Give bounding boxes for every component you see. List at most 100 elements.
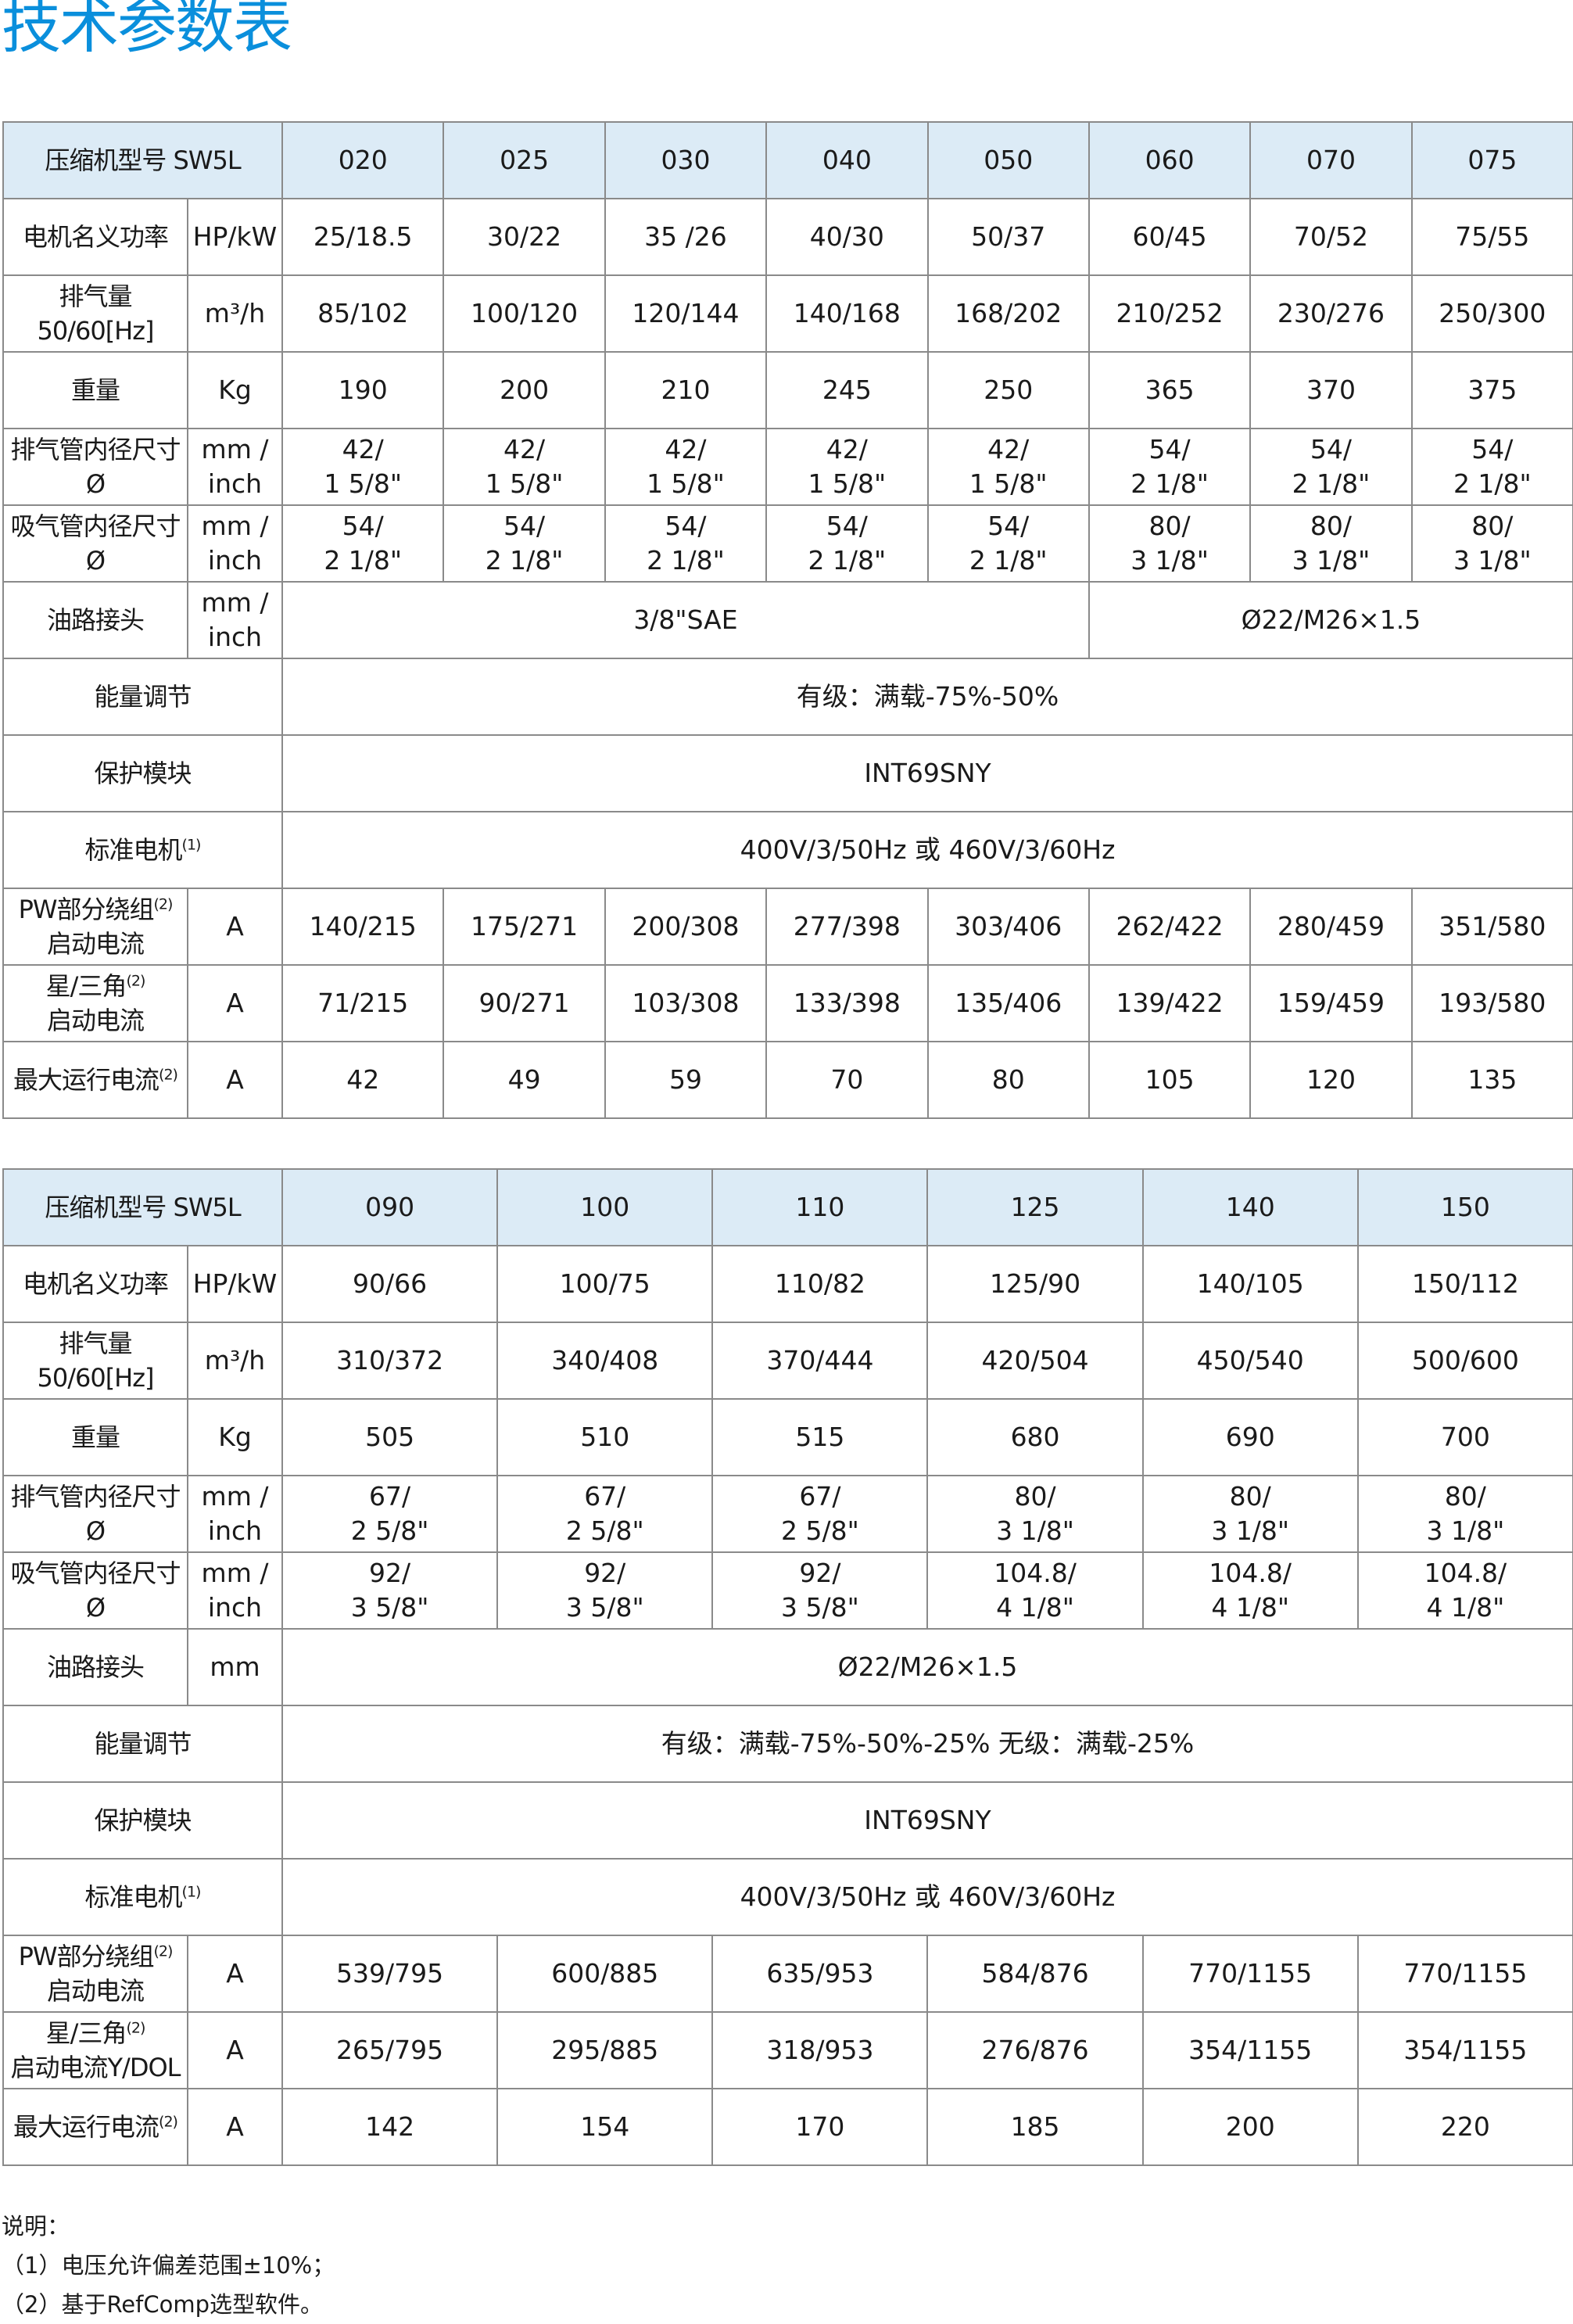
row-label-text: 能量调节 (94, 1729, 192, 1759)
value-cell: 105 (1087, 1041, 1252, 1119)
row-label: 重量 (2, 1398, 188, 1476)
value-cell: INT69SNY (281, 1781, 1573, 1860)
value-cell: 210 (604, 351, 768, 429)
row-label: 排气管内径尺寸Ø (2, 428, 188, 506)
value-cell: 80/ 3 1/8" (1249, 504, 1413, 583)
value-cell: 42/ 1 5/8" (604, 428, 768, 506)
unit-cell: mm (186, 1628, 284, 1706)
value-cell: 200 (443, 351, 606, 429)
row-label-text: 标准电机 (84, 835, 183, 865)
value-cell: 59 (604, 1041, 768, 1119)
row-label: 保护模块 (2, 1781, 284, 1860)
value-cell: 276/876 (926, 2011, 1144, 2089)
value-cell: 154 (496, 2088, 714, 2166)
row-label: 最大运行电流(2) (2, 2088, 188, 2166)
value-cell: 500/600 (1356, 1322, 1573, 1400)
table-row: 星/三角(2) 启动电流Y/DOL A 265/795 295/885 318/953 27… (2, 2011, 1573, 2089)
value-cell: Ø22/M26×1.5 (1087, 581, 1573, 659)
unit-cell: mm / inch (186, 1551, 284, 1630)
row-label: 电机名义功率 (2, 198, 188, 276)
value-cell: 420/504 (926, 1322, 1144, 1400)
model-header-150: 150 (1356, 1168, 1573, 1246)
value-cell: 139/422 (1087, 964, 1252, 1042)
value-cell: 370 (1249, 351, 1413, 429)
unit-cell: m³/h (186, 274, 284, 353)
table-row: 排气量 50/60[Hz] m³/h 310/372 340/408 370/444 42… (2, 1322, 1573, 1400)
unit-cell: m³/h (186, 1322, 284, 1400)
unit-cell: mm / inch (186, 581, 284, 659)
footnote-marker: (2) (126, 972, 145, 990)
table-row: 重量 Kg 190 200 210 245 250 365 370 375 (2, 351, 1573, 429)
table-row: 能量调节 有级：满载-75%-50%-25% 无级：满载-25% (2, 1705, 1573, 1783)
value-cell: 159/459 (1249, 964, 1413, 1042)
value-cell: 80/ 3 1/8" (926, 1475, 1144, 1553)
row-label: 保护模块 (2, 734, 284, 812)
table-row: 吸气管内径尺寸Ø mm / inch 92/ 3 5/8" 92/ 3 5/8" 92/… (2, 1551, 1573, 1630)
table-row: PW部分绕组(2) 启动电流 A 140/215 175/271 200/308 277/3… (2, 888, 1573, 966)
value-cell: 有级：满载-75%-50%-25% 无级：满载-25% (281, 1705, 1573, 1783)
value-cell: 67/ 2 5/8" (281, 1475, 499, 1553)
value-cell: 42/ 1 5/8" (281, 428, 445, 506)
value-cell: 120/144 (604, 274, 768, 353)
value-cell: 510 (496, 1398, 714, 1476)
note-item: （2）基于RefComp选型软件。 (2, 2291, 323, 2318)
footnote-marker: (2) (159, 1066, 178, 1084)
value-cell: 100/75 (496, 1245, 714, 1323)
value-cell: 70 (765, 1041, 929, 1119)
row-label-text: 油路接头 (46, 605, 145, 635)
value-cell: 190 (281, 351, 445, 429)
row-label: 油路接头 (2, 1628, 188, 1706)
row-label: 星/三角(2) 启动电流 (2, 964, 188, 1042)
value-cell: 770/1155 (1356, 1935, 1573, 2013)
value-cell: 230/276 (1249, 274, 1413, 353)
unit-cell: A (186, 1935, 284, 2013)
value-cell: 200 (1141, 2088, 1359, 2166)
value-cell: 80/ 3 1/8" (1356, 1475, 1573, 1553)
value-cell: 3/8"SAE (281, 581, 1090, 659)
row-label: 星/三角(2) 启动电流Y/DOL (2, 2011, 188, 2089)
notes-heading: 说明： (2, 2213, 70, 2240)
row-label: PW部分绕组(2) 启动电流 (2, 1935, 188, 2013)
value-cell: 193/580 (1410, 964, 1573, 1042)
row-label-text: 保护模块 (94, 759, 192, 788)
row-label-text-2: 启动电流 (46, 929, 145, 959)
unit-cell: mm / inch (186, 428, 284, 506)
value-cell: 120 (1249, 1041, 1413, 1119)
value-cell: 60/45 (1087, 198, 1252, 276)
row-label-text: PW部分绕组 (18, 895, 155, 924)
table-row: 排气量 50/60[Hz] m³/h 85/102 100/120 120/144 140… (2, 274, 1573, 353)
value-cell: 354/1155 (1356, 2011, 1573, 2089)
unit-cell: Kg (186, 1398, 284, 1476)
value-cell: 25/18.5 (281, 198, 445, 276)
value-cell: 200/308 (604, 888, 768, 966)
value-cell: 370/444 (711, 1322, 929, 1400)
value-cell: 140/168 (765, 274, 929, 353)
value-cell: 42/ 1 5/8" (926, 428, 1090, 506)
value-cell: 40/30 (765, 198, 929, 276)
value-cell: 539/795 (281, 1935, 499, 2013)
value-cell: 30/22 (443, 198, 606, 276)
value-cell: 515 (711, 1398, 929, 1476)
model-header-060: 060 (1087, 121, 1252, 199)
value-cell: 700 (1356, 1398, 1573, 1476)
value-cell: 70/52 (1249, 198, 1413, 276)
header-label: 压缩机型号 SW5L (2, 1168, 284, 1246)
value-cell: 80/ 3 1/8" (1141, 1475, 1359, 1553)
value-cell: 125/90 (926, 1245, 1144, 1323)
value-cell: 262/422 (1087, 888, 1252, 966)
table-row: 最大运行电流(2) A 142 154 170 185 200 220 (2, 2088, 1573, 2166)
unit-cell: A (186, 964, 284, 1042)
table-row: 排气管内径尺寸Ø mm / inch 42/ 1 5/8" 42/ 1 5/8" 42/… (2, 428, 1573, 506)
value-cell: 220 (1356, 2088, 1573, 2166)
value-cell: 90/271 (443, 964, 606, 1042)
spec-table-1: 压缩机型号 SW5L 020 025 030 040 050 060 070 075 电机名义功率… (2, 121, 1573, 1119)
table-row: 吸气管内径尺寸Ø mm / inch 54/ 2 1/8" 54/ 2 1/8" 54/… (2, 504, 1573, 583)
value-cell: 80 (926, 1041, 1090, 1119)
value-cell: 35 /26 (604, 198, 768, 276)
model-header-070: 070 (1249, 121, 1413, 199)
value-cell: 75/55 (1410, 198, 1573, 276)
model-header-040: 040 (765, 121, 929, 199)
row-label-text: 保护模块 (94, 1806, 192, 1835)
value-cell: 303/406 (926, 888, 1090, 966)
row-label-text: 最大运行电流 (13, 2112, 159, 2142)
